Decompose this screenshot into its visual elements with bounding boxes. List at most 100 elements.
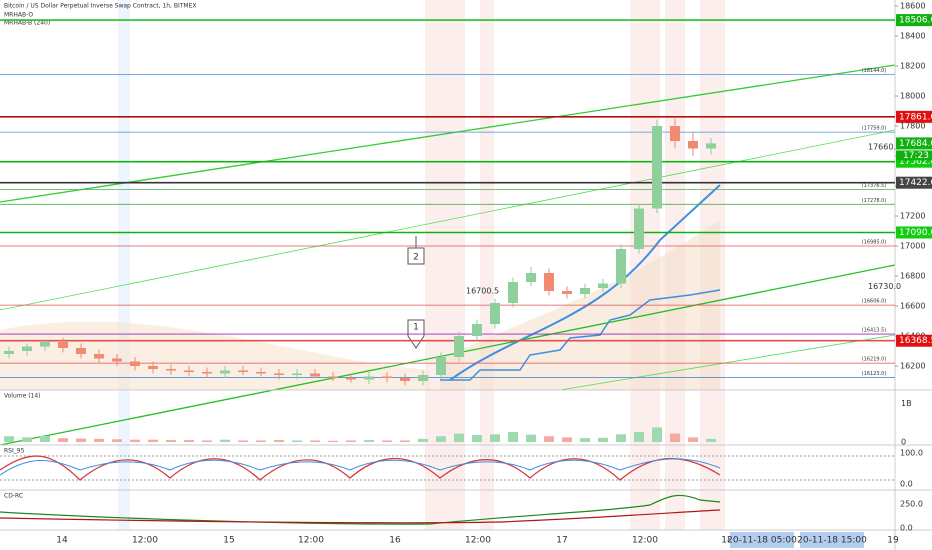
y-tick-label: 0 bbox=[901, 438, 906, 447]
volume-bar bbox=[40, 435, 50, 442]
volume-bar bbox=[382, 440, 392, 442]
pane-title: Volume (14) bbox=[4, 393, 41, 400]
price-tag-label: 17562.0 bbox=[899, 157, 932, 167]
volume-bar bbox=[526, 434, 536, 442]
x-tick-label: 12:00 bbox=[132, 536, 158, 546]
level-label: (16123.0) bbox=[862, 371, 887, 377]
candle-body bbox=[526, 273, 536, 282]
y-tick-label: 18400 bbox=[900, 32, 925, 41]
cloud bbox=[0, 321, 430, 390]
annotation: 16700.5 bbox=[466, 286, 499, 295]
candle-body bbox=[166, 369, 176, 371]
volume-bar bbox=[310, 440, 320, 442]
price-tag bbox=[896, 110, 932, 123]
cd-signal bbox=[0, 509, 721, 524]
volume-bar bbox=[508, 432, 518, 442]
volume-bar bbox=[598, 437, 608, 442]
volume-bar bbox=[148, 439, 158, 442]
candle-body bbox=[418, 375, 428, 381]
x-tick-label: 12:00 bbox=[632, 536, 658, 546]
volume-bar bbox=[616, 434, 626, 442]
x-tick-label: 15 bbox=[223, 536, 234, 546]
volume-bar bbox=[76, 438, 86, 442]
candle-body bbox=[490, 303, 500, 324]
candle-body bbox=[580, 288, 590, 294]
indicator-label: MRHAB-O bbox=[4, 12, 33, 19]
candle-body bbox=[364, 376, 374, 380]
candle-body bbox=[544, 273, 554, 291]
volume-bar bbox=[364, 440, 374, 442]
volume-bar bbox=[112, 439, 122, 442]
y-tick-label: 18000 bbox=[900, 92, 925, 101]
volume-bar bbox=[220, 439, 230, 442]
trend-line bbox=[0, 64, 896, 203]
x-tick-label: 18 bbox=[721, 536, 733, 546]
candle-body bbox=[4, 351, 14, 354]
level-label: (17376.5) bbox=[862, 183, 887, 189]
candle-body bbox=[382, 376, 392, 378]
price-tag-label: 17422.0 bbox=[899, 178, 932, 188]
volume-bar bbox=[454, 433, 464, 442]
price-tag-label: 16368.5 bbox=[899, 336, 932, 346]
x-tick-label: 14 bbox=[56, 536, 68, 546]
volume-bar bbox=[292, 440, 302, 442]
candle-body bbox=[202, 372, 212, 374]
price-tag bbox=[896, 137, 932, 150]
x-tick-label: 12:00 bbox=[298, 536, 324, 546]
candle-body bbox=[220, 370, 230, 374]
candle-body bbox=[346, 378, 356, 380]
candle-body bbox=[688, 141, 698, 149]
volume-bar bbox=[544, 436, 554, 442]
trend-line bbox=[0, 129, 896, 311]
price-tag-label: 17684.0 bbox=[899, 139, 932, 149]
volume-bar bbox=[58, 438, 68, 442]
candle-body bbox=[22, 346, 32, 351]
y-tick-label: 0.0 bbox=[900, 480, 913, 489]
volume-bar bbox=[184, 440, 194, 442]
volume-bar bbox=[238, 440, 248, 442]
pane-title: CD-RC bbox=[4, 493, 23, 500]
candle-body bbox=[292, 373, 302, 375]
candle-body bbox=[76, 348, 86, 354]
volume-bar bbox=[688, 437, 698, 442]
level-label: (17278.0) bbox=[862, 198, 887, 204]
candle-body bbox=[148, 366, 158, 369]
volume-bar bbox=[652, 427, 662, 442]
rsi-signal bbox=[0, 458, 721, 476]
price-tag-label: 18506.0 bbox=[899, 16, 932, 26]
volume-bar bbox=[634, 432, 644, 442]
volume-bar bbox=[346, 440, 356, 442]
volume-bar bbox=[472, 435, 482, 442]
price-tag bbox=[896, 176, 932, 189]
countdown: 17:23 bbox=[903, 151, 929, 161]
candle-body bbox=[436, 357, 446, 375]
volume-bar bbox=[4, 436, 14, 442]
indicator-label: MRHAB-B (240) bbox=[4, 20, 50, 27]
candle-body bbox=[670, 126, 680, 141]
volume-bar bbox=[274, 440, 284, 442]
cd-line bbox=[0, 494, 721, 525]
time-tag bbox=[730, 532, 794, 548]
level-label: (17759.0) bbox=[862, 126, 887, 132]
trend-line bbox=[559, 334, 896, 391]
countdown-tag bbox=[896, 150, 932, 161]
candle-body bbox=[130, 361, 140, 366]
candle-body bbox=[40, 342, 50, 347]
candle-body bbox=[238, 370, 248, 372]
candle-body bbox=[400, 378, 410, 381]
y-tick-label: 16800 bbox=[900, 272, 925, 281]
candle-body bbox=[562, 291, 572, 294]
y-tick-label: 16600 bbox=[900, 302, 925, 311]
y-tick-label: 250.0 bbox=[900, 500, 923, 509]
annotation: 17660.0 bbox=[868, 143, 901, 152]
volume-bar bbox=[436, 436, 446, 442]
annotation: 16730.0 bbox=[868, 282, 901, 291]
rsi-line bbox=[0, 455, 721, 481]
band-line bbox=[449, 184, 721, 381]
callout-label: 2 bbox=[413, 253, 419, 263]
candle-body bbox=[310, 373, 320, 377]
candle-body bbox=[274, 373, 284, 375]
y-tick-label: 17000 bbox=[900, 242, 925, 251]
